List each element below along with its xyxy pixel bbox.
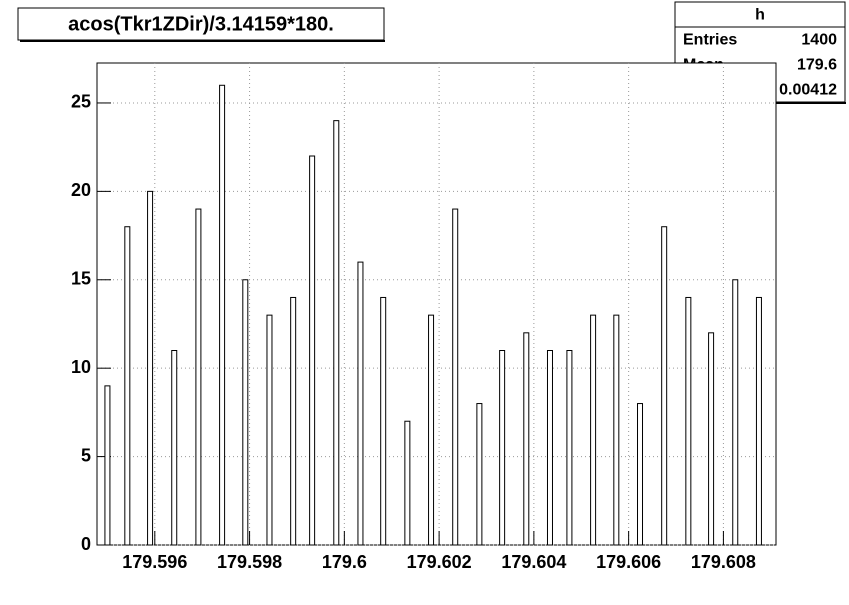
- bar: [104, 385, 111, 546]
- title-box: [17, 7, 385, 41]
- bar: [147, 190, 154, 546]
- bar: [428, 314, 435, 546]
- bar: [195, 208, 202, 546]
- y-tick-label: 0: [81, 534, 91, 554]
- y-tick-label: 5: [81, 445, 91, 465]
- stats-value: 179.6: [797, 57, 837, 74]
- stats-value: 1400: [801, 32, 837, 49]
- bar: [404, 420, 411, 546]
- bar: [546, 350, 553, 546]
- bar: [708, 332, 715, 546]
- bar: [499, 350, 506, 546]
- bar: [357, 261, 364, 546]
- x-tick-label: 179.602: [407, 552, 472, 572]
- x-tick-label: 179.606: [596, 552, 661, 572]
- stats-name: h: [755, 7, 765, 24]
- plot: 0 5 10 15 20 25 179.596 179.598 179.6 179.602 179.…: [71, 62, 777, 572]
- bar: [476, 403, 483, 546]
- y-tick-label: 10: [71, 357, 91, 377]
- bar: [290, 296, 297, 546]
- x-tick-label: 179.604: [501, 552, 566, 572]
- stats-value: 0.00412: [779, 82, 837, 99]
- bar: [309, 155, 316, 546]
- bar: [732, 279, 739, 546]
- bar: [590, 314, 597, 546]
- y-tick-label: 25: [71, 92, 91, 112]
- x-tick-label: 179.608: [691, 552, 756, 572]
- bar: [266, 314, 273, 546]
- stats-label: Entries: [683, 32, 737, 49]
- bar: [452, 208, 459, 546]
- y-tick-label: 15: [71, 269, 91, 289]
- bar: [380, 296, 387, 546]
- bar: [613, 314, 620, 546]
- bar: [523, 332, 530, 546]
- bar: [242, 279, 249, 546]
- bar: [171, 350, 178, 546]
- bar: [333, 120, 340, 546]
- bar: [685, 296, 692, 546]
- y-tick-label: 20: [71, 180, 91, 200]
- bar: [637, 403, 644, 546]
- x-tick-label: 179.6: [322, 552, 367, 572]
- x-tick-label: 179.598: [217, 552, 282, 572]
- bar: [661, 226, 668, 546]
- x-tick-label: 179.596: [122, 552, 187, 572]
- bar: [124, 226, 131, 546]
- bar: [219, 84, 226, 546]
- chart-title: acos(Tkr1ZDir)/3.14159*180.: [68, 13, 334, 35]
- bar: [566, 350, 573, 546]
- bar: [755, 296, 762, 546]
